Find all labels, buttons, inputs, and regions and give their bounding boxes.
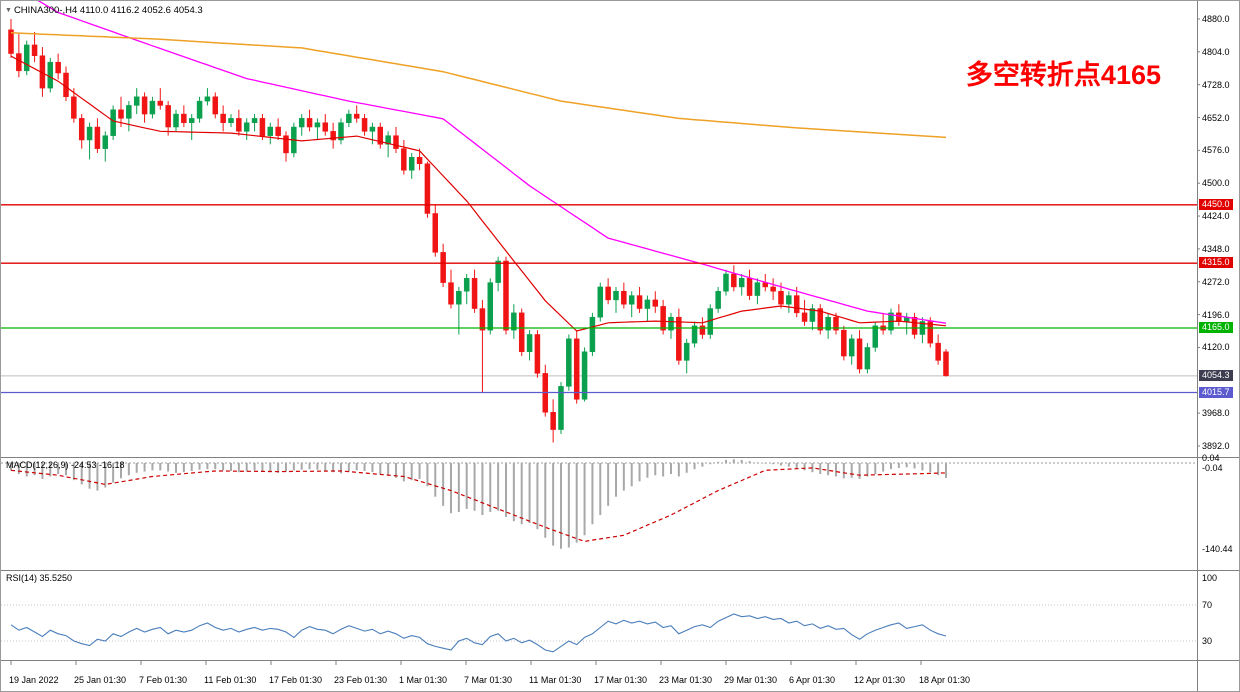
macd-indicator-plot — [1, 459, 1197, 549]
ma-fast-red — [10, 55, 947, 332]
moving-average-lines — [10, 1, 947, 332]
horizontal-level-lines[interactable] — [1, 204, 1197, 394]
ma-slow-orange — [10, 32, 947, 139]
axis-tick-marks — [10, 18, 1200, 665]
candlestick-series — [8, 18, 949, 443]
ma-mid-magenta — [37, 1, 947, 324]
rsi-indicator-plot — [1, 604, 1197, 653]
